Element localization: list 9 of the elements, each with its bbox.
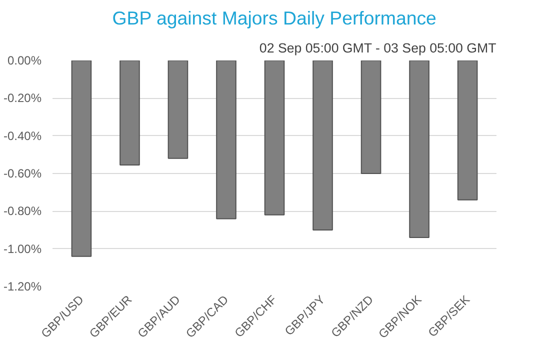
- y-tick-label: -0.40%: [3, 128, 42, 143]
- y-tick-label: -1.00%: [3, 242, 42, 256]
- y-tick-label: -0.60%: [3, 166, 42, 180]
- y-tick-label: -1.20%: [3, 280, 42, 294]
- y-tick-label: -0.80%: [3, 204, 42, 218]
- y-tick-label: 0.00%: [7, 54, 42, 68]
- chart-subtitle: 02 Sep 05:00 GMT - 03 Sep 05:00 GMT: [259, 40, 496, 56]
- chart-title: GBP against Majors Daily Performance: [112, 8, 436, 28]
- y-tick-label: -0.20%: [3, 91, 42, 106]
